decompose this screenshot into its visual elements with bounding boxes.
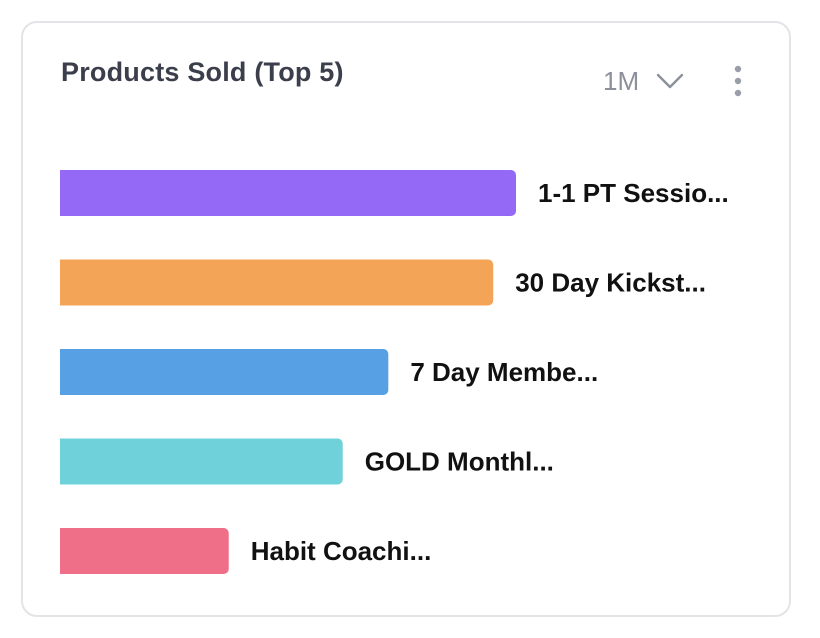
more-options-button[interactable]: [729, 63, 747, 99]
range-label: 1M: [603, 65, 640, 96]
card-title: Products Sold (Top 5): [61, 57, 344, 87]
range-dropdown[interactable]: 1M: [603, 61, 685, 101]
more-vertical-icon: [734, 65, 742, 97]
products-sold-card: Products Sold (Top 5) 1M: [21, 21, 791, 617]
chevron-down-icon: [656, 73, 684, 89]
